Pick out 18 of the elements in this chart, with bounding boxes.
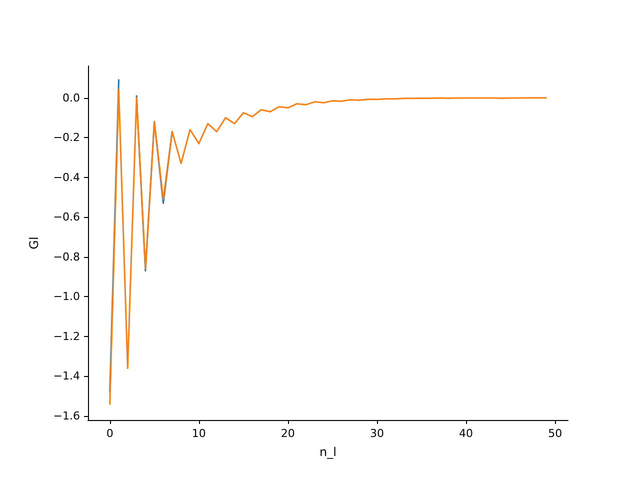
y-axis-title: Gl bbox=[27, 236, 41, 250]
x-tick-label: 30 bbox=[370, 427, 384, 440]
x-tick-label: 10 bbox=[192, 427, 206, 440]
y-tick-label: 0.0 bbox=[62, 91, 80, 104]
x-tick-label: 20 bbox=[280, 427, 295, 440]
y-tick-label: −1.2 bbox=[53, 330, 80, 343]
x-axis-title: n_l bbox=[320, 445, 336, 459]
x-tick-label: 0 bbox=[106, 427, 114, 440]
x-tick-label: 40 bbox=[459, 427, 474, 440]
y-tick-label: −1.0 bbox=[53, 290, 80, 304]
y-tick-label: −1.6 bbox=[53, 410, 80, 423]
y-tick-label: −0.6 bbox=[53, 210, 80, 224]
line-series bbox=[109, 89, 547, 405]
y-tick-label: −0.8 bbox=[53, 250, 80, 264]
y-tick-label: −1.4 bbox=[53, 370, 80, 383]
y-tick-label: −0.2 bbox=[53, 131, 80, 144]
x-tick-label: 50 bbox=[548, 427, 562, 440]
y-tick-label: −0.4 bbox=[53, 170, 80, 184]
